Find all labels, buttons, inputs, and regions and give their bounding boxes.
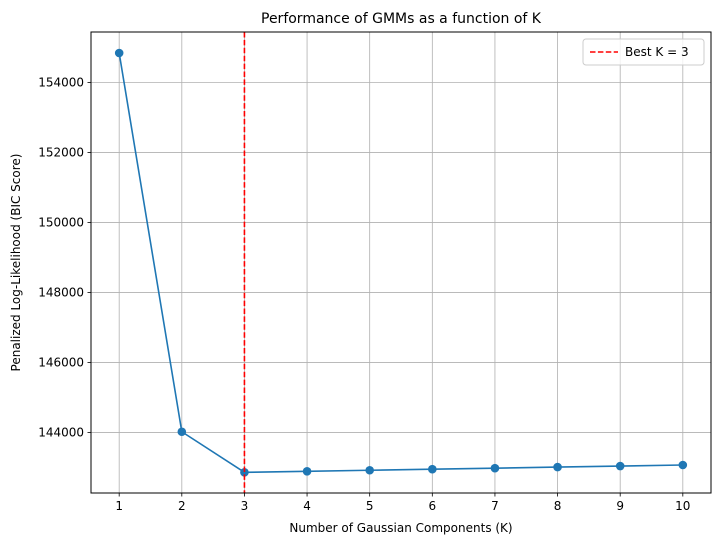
data-point (678, 460, 688, 470)
x-tick-label: 9 (616, 499, 624, 513)
x-tick-label: 8 (554, 499, 562, 513)
grid (91, 32, 711, 493)
data-point (615, 461, 625, 471)
plot-frame (90, 31, 712, 494)
data-point (490, 463, 500, 473)
series-layer (114, 48, 688, 477)
legend-box (582, 38, 705, 66)
y-tick-label: 154000 (38, 76, 84, 90)
y-axis-label: Penalized Log-Likelihood (BIC Score) (9, 154, 23, 372)
y-tick-label: 150000 (38, 216, 84, 230)
x-tick-label: 1 (115, 499, 123, 513)
x-axis-label: Number of Gaussian Components (K) (289, 521, 512, 535)
y-tick-label: 152000 (38, 146, 84, 160)
x-tick-label: 5 (366, 499, 374, 513)
x-tick-label: 4 (303, 499, 311, 513)
x-tick-label: 6 (428, 499, 436, 513)
x-tick-label: 10 (675, 499, 690, 513)
x-tick-label: 2 (178, 499, 186, 513)
y-tick-label: 148000 (38, 286, 84, 300)
data-point (365, 465, 374, 475)
data-point (177, 427, 187, 437)
data-point (553, 462, 562, 472)
data-point (114, 48, 124, 58)
x-tick-label: 3 (241, 499, 249, 513)
data-point (302, 466, 312, 476)
y-tick-label: 144000 (38, 426, 84, 440)
y-tick-label: 146000 (38, 356, 84, 370)
data-point (428, 464, 437, 474)
axis-ticks: 1 2 3 4 5 6 7 8 9 10 144000 146000 148000 150000 15200… (38, 76, 690, 513)
legend: Best K = 3 (582, 38, 705, 66)
legend-entry-best-k: Best K = 3 (625, 45, 689, 59)
x-tick-label: 7 (491, 499, 499, 513)
series-line (118, 52, 683, 474)
chart-title: Performance of GMMs as a function of K (261, 11, 542, 27)
data-point (240, 468, 249, 477)
